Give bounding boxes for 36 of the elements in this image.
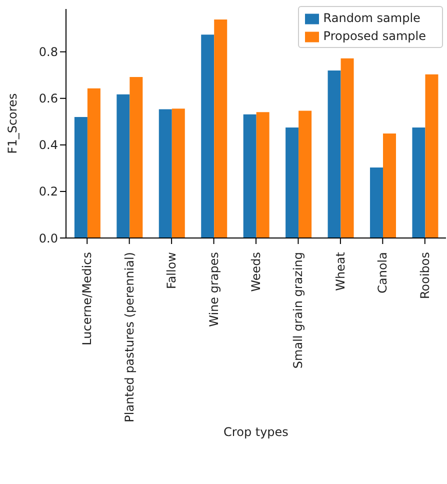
- x-tick-label: Small grain grazing: [291, 252, 306, 369]
- bar: [243, 114, 256, 238]
- bar: [425, 74, 438, 238]
- y-tick-label: 0.6: [38, 92, 58, 106]
- y-axis-title: F1_Scores: [5, 93, 20, 154]
- bar: [370, 167, 383, 238]
- bar: [328, 70, 341, 238]
- bar: [340, 58, 354, 238]
- legend-label: Random sample: [323, 11, 420, 25]
- bar: [298, 110, 312, 238]
- legend-label: Proposed sample: [323, 29, 426, 43]
- bar: [201, 34, 214, 238]
- x-axis-title: Crop types: [224, 425, 288, 439]
- bar: [74, 116, 88, 238]
- x-tick-label: Canola: [376, 252, 390, 294]
- bar: [412, 127, 426, 238]
- x-tick-label: Planted pastures (perennial): [122, 252, 136, 422]
- x-tick-label: Lucerne/Medics: [80, 252, 94, 346]
- bar: [172, 108, 185, 238]
- bar: [256, 112, 270, 238]
- bar: [116, 94, 130, 238]
- y-tick-label: 0.8: [38, 45, 58, 60]
- bar: [87, 88, 100, 238]
- y-tick-label: 0.2: [38, 184, 58, 199]
- bar: [130, 76, 143, 238]
- x-tick-label: Weeds: [249, 252, 263, 292]
- y-tick-label: 0.0: [38, 231, 58, 246]
- bar: [158, 109, 172, 238]
- y-tick-label: 0.4: [38, 138, 58, 152]
- bar: [286, 127, 299, 238]
- x-tick-label: Fallow: [164, 252, 179, 289]
- bar: [383, 134, 396, 238]
- x-tick-label: Rooibos: [418, 252, 432, 300]
- x-tick-label: Wine grapes: [206, 252, 221, 327]
- bar: [214, 19, 228, 238]
- x-tick-label: Wheat: [333, 252, 348, 291]
